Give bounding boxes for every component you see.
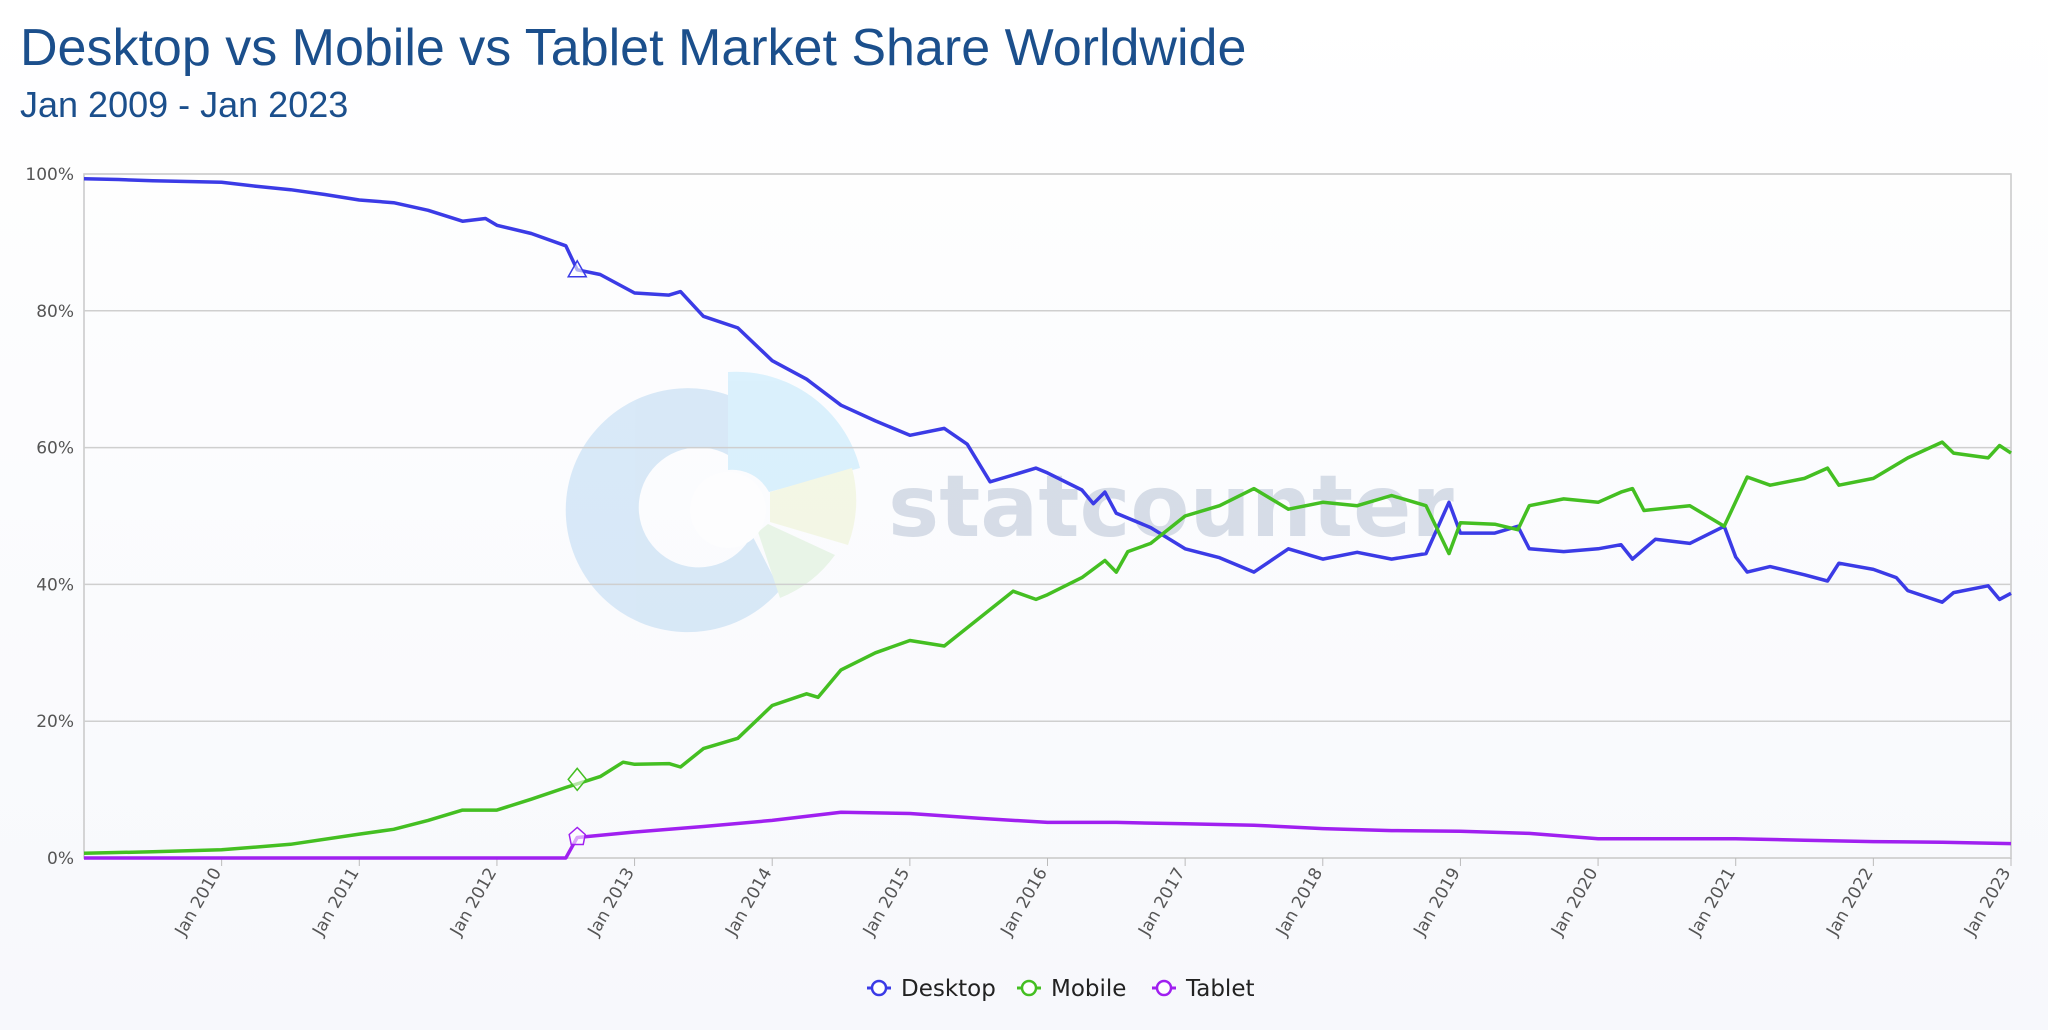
y-tick-label: 100%	[25, 165, 74, 185]
x-tick-label: Jan 2017	[1134, 865, 1189, 941]
y-tick-label: 80%	[36, 302, 74, 322]
y-tick-label: 40%	[36, 575, 74, 595]
legend-circle-icon	[1020, 979, 1038, 997]
series-line-tablet	[84, 810, 2012, 860]
x-tick-label: Jan 2023	[1960, 865, 2015, 941]
y-tick-label: 0%	[47, 849, 74, 869]
legend-item-tablet[interactable]: Tablet	[1152, 976, 1255, 1002]
x-tick-label: Jan 2010	[171, 865, 226, 941]
legend-circle-icon	[870, 979, 888, 997]
series-line-mobile	[83, 440, 2012, 855]
x-tick-label: Jan 2013	[584, 865, 639, 941]
series-line-desktop	[83, 177, 2012, 604]
legend-label: Desktop	[901, 976, 996, 1002]
x-tick-label: Jan 2011	[308, 865, 363, 941]
legend-label: Mobile	[1051, 976, 1126, 1002]
legend-item-desktop[interactable]: Desktop	[867, 976, 996, 1002]
x-tick-label: Jan 2016	[997, 865, 1052, 941]
x-tick-label: Jan 2019	[1410, 865, 1465, 941]
legend-circle-icon	[1155, 979, 1173, 997]
x-tick-label: Jan 2014	[721, 865, 776, 941]
x-tick-label: Jan 2012	[446, 865, 501, 941]
x-tick-label: Jan 2020	[1547, 865, 1602, 941]
chart-subtitle: Jan 2009 - Jan 2023	[20, 84, 349, 125]
y-tick-label: 20%	[36, 712, 74, 732]
x-tick-label: Jan 2022	[1822, 865, 1877, 941]
y-tick-label: 60%	[36, 439, 74, 459]
legend: Desktop Mobile Tablet	[867, 976, 1255, 1002]
mobile-diamond-marker	[567, 767, 588, 792]
x-tick-label: Jan 2015	[859, 865, 914, 941]
tablet-pentagon-marker	[568, 826, 587, 846]
legend-item-mobile[interactable]: Mobile	[1017, 976, 1126, 1002]
desktop-triangle-marker	[566, 259, 588, 278]
chart-title: Desktop vs Mobile vs Tablet Market Share…	[20, 19, 1247, 77]
x-tick-label: Jan 2018	[1272, 865, 1327, 941]
legend-label: Tablet	[1185, 976, 1255, 1002]
x-tick-label: Jan 2021	[1685, 865, 1740, 941]
